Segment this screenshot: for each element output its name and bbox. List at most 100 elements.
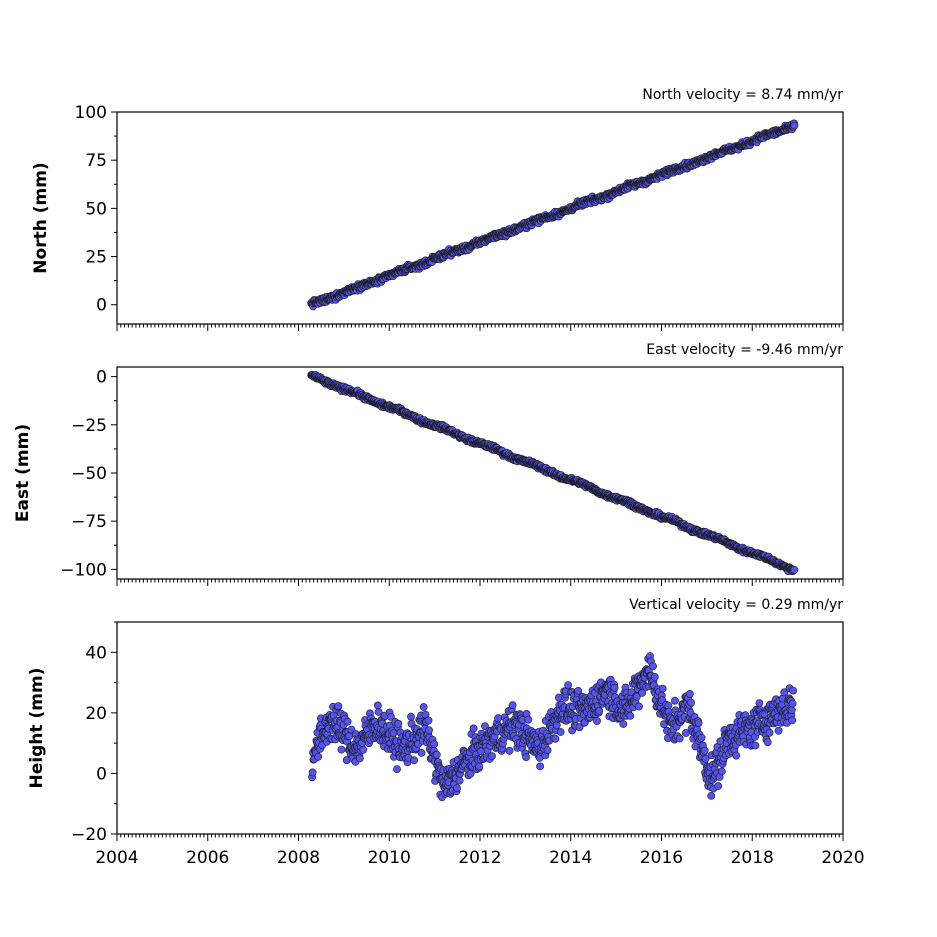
x-tick-label: 2006 [186, 848, 229, 868]
data-point [386, 713, 395, 721]
height-points [308, 652, 797, 802]
data-point [393, 765, 401, 773]
data-point [635, 702, 643, 711]
data-point [343, 717, 352, 726]
data-point [671, 696, 679, 705]
data-point [355, 754, 364, 763]
data-point [543, 746, 552, 754]
data-point [488, 752, 496, 760]
x-tick-label: 2012 [458, 848, 501, 868]
data-point [687, 698, 695, 707]
data-point [685, 690, 694, 698]
height-ylabel: Height (mm) [27, 668, 47, 789]
height-velocity-label: Vertical velocity = 0.29 mm/yr [629, 597, 843, 613]
data-point [610, 683, 619, 692]
data-point [790, 121, 799, 130]
data-point [410, 756, 418, 765]
data-point [788, 699, 797, 708]
data-point [536, 762, 544, 771]
north-ylabel: North (mm) [31, 162, 51, 273]
data-point [359, 745, 368, 754]
data-point [419, 703, 428, 711]
y-tick-label: −75 [71, 512, 107, 532]
north-panel: North velocity = 8.74 mm/yr 0 25 50 75 100 N… [31, 87, 844, 331]
data-point [788, 716, 797, 725]
data-point [430, 740, 439, 748]
data-point [675, 734, 684, 743]
x-tick-label: 2010 [368, 848, 411, 868]
x-tick-label: 2016 [640, 848, 683, 868]
data-point [714, 782, 723, 790]
x-tick-label: 2008 [277, 848, 320, 868]
x-tick-label: 2014 [549, 848, 592, 868]
east-points [307, 370, 799, 576]
north-velocity-label: North velocity = 8.74 mm/yr [642, 87, 843, 103]
data-point [308, 768, 317, 777]
data-point [494, 714, 502, 723]
east-axis: 0 −25 −50 −75 −100 [60, 368, 844, 586]
data-point [626, 712, 635, 720]
data-point [345, 732, 354, 740]
data-point [575, 723, 584, 732]
y-tick-label: 100 [75, 103, 107, 123]
data-point [658, 684, 667, 693]
data-point [505, 746, 514, 755]
data-point [389, 729, 398, 737]
data-point [373, 701, 382, 710]
data-point [455, 776, 464, 785]
data-point [552, 721, 561, 730]
data-point [334, 702, 343, 710]
y-tick-label: 0 [96, 296, 107, 316]
x-tick-label: 2020 [821, 848, 864, 868]
east-panel: East velocity = -9.46 mm/yr 0 −25 −50 −75 −1… [13, 342, 844, 586]
data-point [732, 751, 741, 760]
data-point [763, 738, 772, 747]
y-tick-label: −20 [71, 825, 107, 845]
data-point [417, 749, 426, 757]
data-point [595, 706, 604, 715]
data-point [774, 726, 783, 735]
east-velocity-label: East velocity = -9.46 mm/yr [646, 342, 843, 358]
height-panel: Vertical velocity = 0.29 mm/yr −20 0 20 40 2… [27, 597, 865, 868]
y-tick-label: 20 [85, 704, 107, 724]
data-point [638, 689, 646, 697]
y-tick-label: 0 [96, 764, 107, 784]
data-point [649, 662, 657, 671]
y-tick-label: −50 [71, 464, 107, 484]
data-point [697, 733, 706, 742]
data-point [453, 784, 461, 792]
data-point [564, 681, 572, 689]
y-tick-label: 75 [85, 151, 107, 171]
data-point [524, 715, 533, 724]
data-point [619, 720, 628, 728]
x-tick-label: 2018 [731, 848, 774, 868]
data-point [374, 708, 383, 716]
data-point [701, 754, 710, 763]
data-point [466, 769, 475, 778]
data-point [632, 692, 641, 701]
data-point [469, 724, 478, 733]
data-point [707, 792, 716, 800]
data-point [551, 734, 560, 743]
data-point [787, 706, 796, 715]
north-plot-frame [116, 111, 844, 325]
east-plot-frame [116, 366, 844, 580]
data-point [789, 686, 797, 695]
data-point [394, 719, 403, 728]
north-points [307, 119, 799, 311]
data-point [780, 688, 789, 697]
data-point [765, 728, 774, 737]
data-point [694, 719, 703, 727]
y-tick-label: 25 [85, 248, 107, 268]
data-point [424, 716, 433, 725]
y-tick-label: 40 [85, 643, 107, 663]
data-point [574, 687, 583, 695]
data-point [425, 726, 433, 735]
y-tick-label: −25 [71, 416, 107, 436]
data-point [337, 745, 346, 754]
east-ylabel: East (mm) [13, 424, 33, 522]
data-point [556, 728, 565, 736]
x-tick-label: 2004 [95, 848, 138, 868]
y-tick-label: −100 [60, 560, 107, 580]
